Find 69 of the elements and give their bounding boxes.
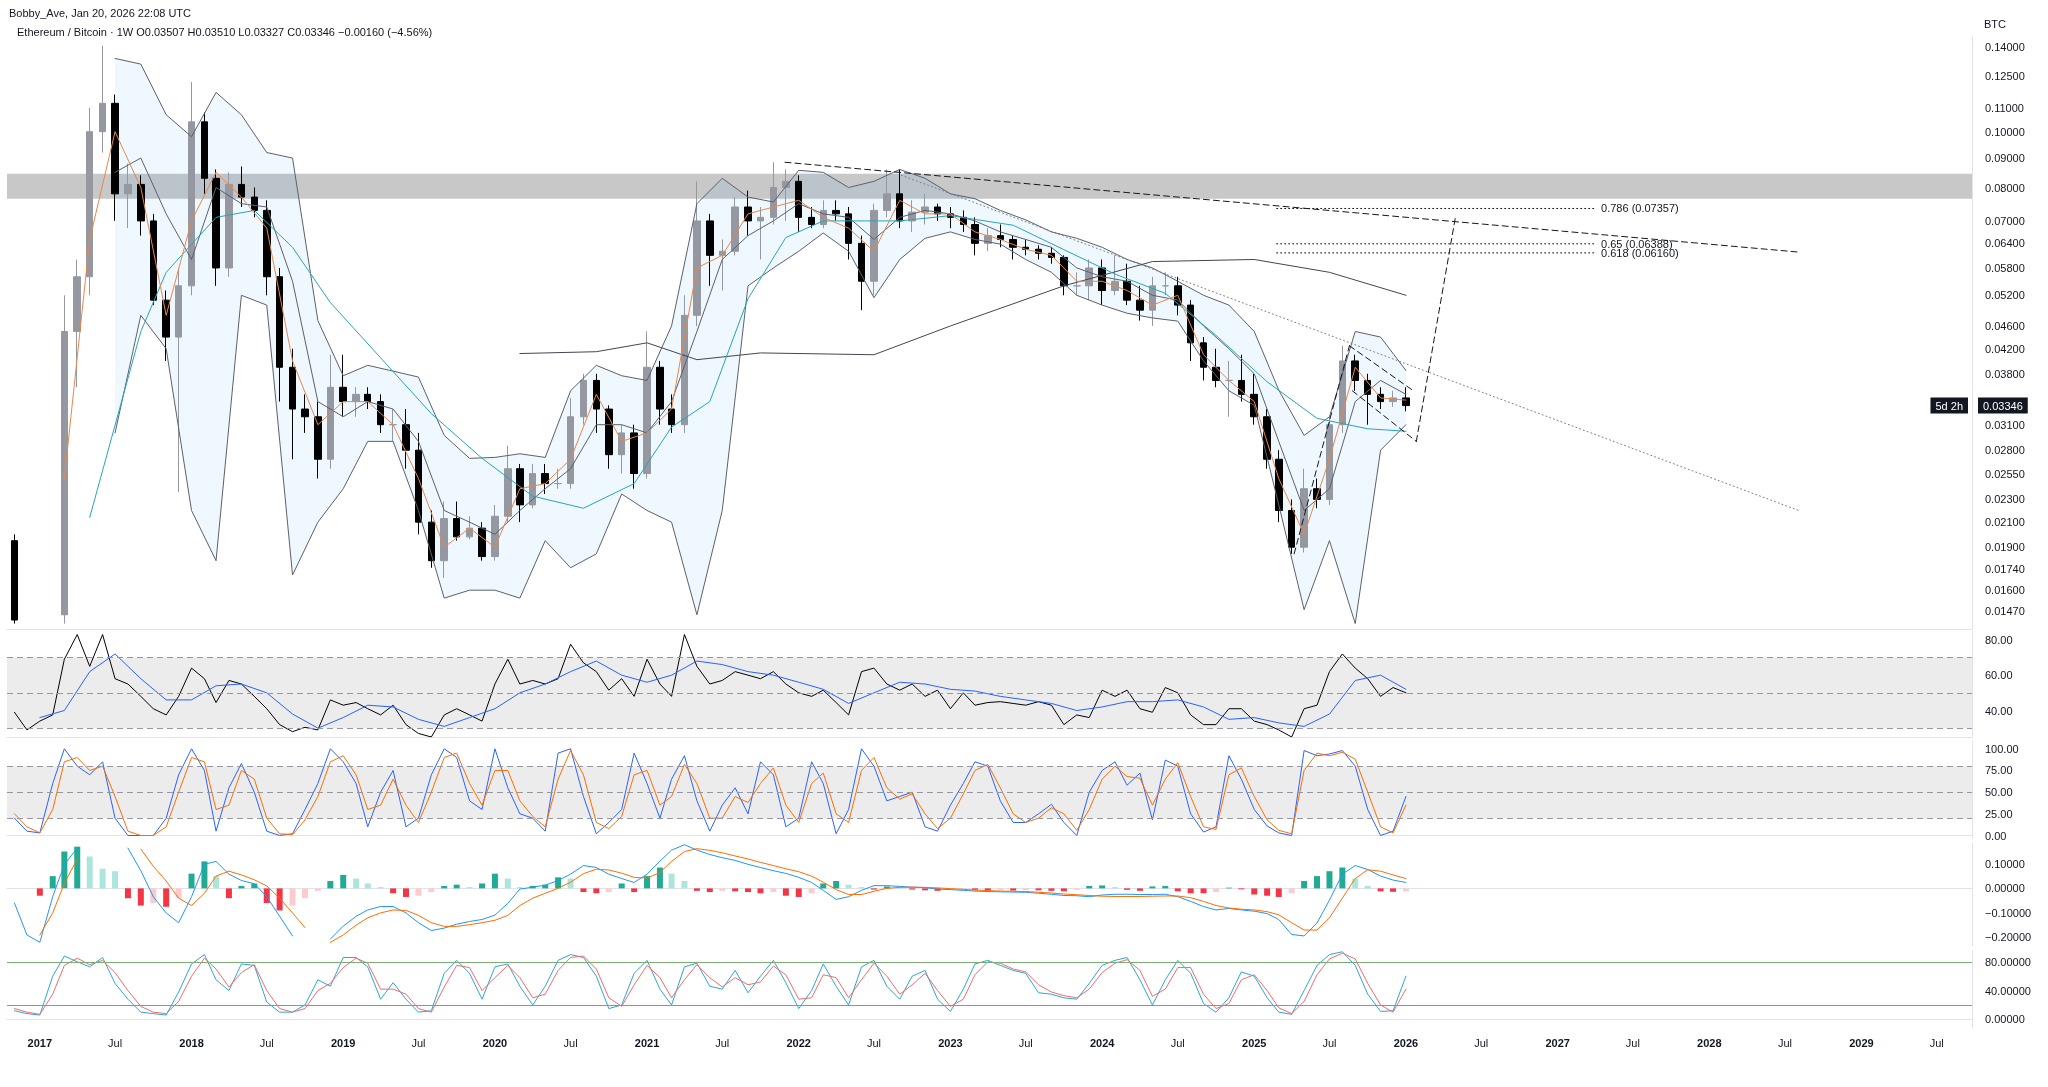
x-tick-label: 2017 [27,1036,53,1049]
y-tick-label: −0.20000 [1985,931,2032,944]
y-tick-label: 0.12500 [1985,69,2025,82]
y-tick-label: 25.00 [1985,807,2013,820]
series-label: 0.786 (0.07357) [1601,202,1679,215]
x-tick-label: Jul [259,1036,274,1049]
y-tick-label: 0.10000 [1985,857,2025,870]
y-tick-label: 0.11000 [1985,101,2024,114]
y-tick-label: 60.00 [1985,669,2013,682]
y-axis-title: BTC [1984,17,2007,30]
x-tick-label: 2020 [482,1036,508,1049]
x-tick-label: 2024 [1089,1036,1116,1049]
y-tick-label: 0.06400 [1985,237,2025,250]
y-tick-label: 0.00000 [1985,1013,2025,1026]
y-tick-label: 0.05200 [1985,289,2025,302]
y-tick-label: 80.00000 [1985,955,2031,968]
x-tick-label: Jul [1474,1036,1489,1049]
x-tick-label: Jul [1170,1036,1185,1049]
y-tick-label: 75.00 [1985,764,2013,777]
annotation: 5d 2h [1935,399,1963,412]
x-tick-label: Jul [1777,1036,1793,1049]
y-tick-label: 0.02800 [1985,444,2025,457]
y-tick-label: 0.00000 [1985,882,2025,895]
y-tick-label: 0.01470 [1985,605,2025,618]
x-tick-label: 2021 [634,1036,660,1049]
x-tick-label: 2023 [938,1036,963,1049]
x-tick-label: Jul [866,1036,881,1049]
y-tick-label: 0.03800 [1985,367,2025,380]
x-tick-label: Jul [563,1036,578,1049]
x-tick-label: 2018 [179,1036,204,1049]
y-tick-label: 50.00 [1985,786,2013,799]
y-tick-label: 0.10000 [1985,125,2025,138]
y-tick-label: 0.02100 [1985,516,2025,529]
x-tick-label: 2026 [1393,1036,1419,1049]
y-tick-label: 0.07000 [1985,214,2025,227]
x-tick-label: Jul [108,1036,123,1049]
x-tick-label: 2022 [786,1036,811,1049]
y-tick-label: 0.00 [1985,829,2007,842]
x-tick-label: 2029 [1849,1036,1874,1049]
y-tick-label: 0.04200 [1985,342,2025,355]
y-tick-label: 40.00 [1985,704,2013,717]
y-tick-label: 0.05800 [1985,261,2025,274]
y-tick-label: 40.00000 [1985,984,2031,997]
x-tick-label: Jul [411,1036,426,1049]
x-tick-label: Jul [1929,1036,1944,1049]
x-tick-label: Jul [715,1036,730,1049]
y-tick-label: 0.02300 [1985,493,2025,506]
x-tick-label: 2019 [330,1036,356,1049]
x-tick-label: Jul [1625,1036,1640,1049]
y-tick-label: 100.00 [1985,742,2019,755]
y-tick-label: 0.01740 [1985,563,2025,576]
y-tick-label: 0.03100 [1985,418,2025,431]
y-tick-label: 0.08000 [1985,181,2025,194]
x-tick-label: 2025 [1242,1036,1267,1049]
x-tick-label: Jul [1018,1036,1033,1049]
chart-subtitle: Bobby_Ave, Jan 20, 2026 22:08 UTC [9,6,192,19]
chart-title: Ethereum / Bitcoin · 1W O0.03507 H0.03510 L0.03327 C0.03346 −0.00160 (−4.56%) [17,25,433,38]
y-tick-label: −0.10000 [1985,906,2032,919]
y-tick-label: 0.04600 [1985,319,2025,332]
text: 0.03346 [1983,399,2023,412]
y-tick-label: 0.02550 [1985,467,2025,480]
y-tick-label: 0.01600 [1985,584,2025,597]
y-tick-label: 0.01900 [1985,541,2025,554]
y-tick-label: 0.14000 [1985,41,2025,54]
x-tick-label: Jul [1322,1036,1337,1049]
y-tick-label: 0.09000 [1985,152,2025,165]
y-tick-label: 80.00 [1985,633,2013,646]
x-tick-label: 2027 [1545,1036,1570,1049]
x-tick-label: 2028 [1697,1036,1722,1049]
